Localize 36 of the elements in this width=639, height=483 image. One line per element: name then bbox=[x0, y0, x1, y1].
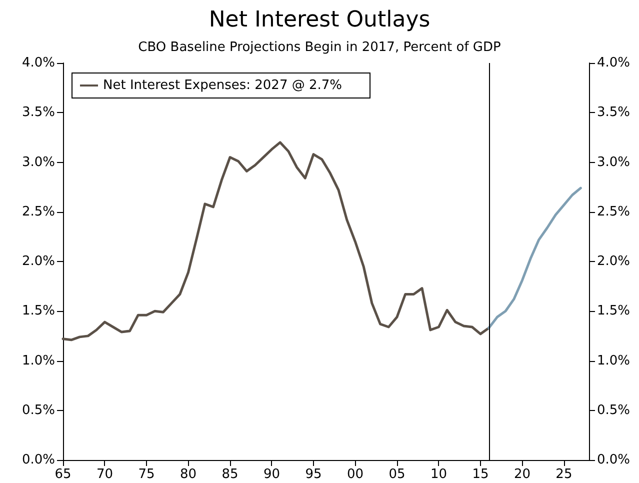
x-tick-label: 25 bbox=[556, 467, 572, 482]
x-tick-label: 20 bbox=[514, 467, 530, 482]
x-tick-label: 80 bbox=[180, 467, 197, 482]
x-tick-label: 85 bbox=[222, 467, 238, 482]
y-tick-label: 0.0% bbox=[22, 452, 55, 468]
y2-tick-label: 0.0% bbox=[597, 452, 630, 468]
x-tick-label: 70 bbox=[96, 467, 114, 482]
chart-title: Net Interest Outlays bbox=[208, 8, 430, 32]
y-tick-label: 2.0% bbox=[22, 254, 55, 269]
y2-tick-label: 1.5% bbox=[597, 304, 630, 319]
x-tick-label: 05 bbox=[388, 467, 406, 482]
y2-tick-label: 3.5% bbox=[597, 105, 630, 120]
x-tick-label: 90 bbox=[263, 467, 280, 482]
y-tick-label: 0.5% bbox=[22, 402, 55, 418]
line-series bbox=[488, 186, 582, 330]
y2-tick-label: 3.0% bbox=[597, 154, 630, 170]
x-tick-label: 95 bbox=[305, 467, 322, 482]
y-tick-label: 3.0% bbox=[22, 154, 55, 170]
y2-tick-label: 2.0% bbox=[597, 254, 630, 269]
x-tick-label: 10 bbox=[430, 467, 447, 482]
y-tick-label: 4.0% bbox=[22, 56, 55, 70]
y2-tick-label: 4.0% bbox=[597, 56, 630, 70]
y-tick-label: 2.5% bbox=[22, 204, 55, 220]
x-tick-label: 65 bbox=[54, 467, 72, 482]
y2-tick-label: 1.0% bbox=[597, 353, 630, 368]
x-tick-label: 15 bbox=[472, 467, 489, 482]
y2-tick-label: 0.5% bbox=[597, 402, 630, 418]
line-series bbox=[62, 141, 490, 342]
x-tick-label: 00 bbox=[346, 467, 364, 482]
y2-tick-label: 2.5% bbox=[597, 204, 630, 220]
y-tick-label: 3.5% bbox=[22, 105, 55, 120]
legend-label: Net Interest Expenses: 2027 @ 2.7% bbox=[103, 78, 342, 93]
y-tick-label: 1.0% bbox=[22, 353, 55, 368]
y-tick-label: 1.5% bbox=[22, 304, 55, 319]
x-tick-label: 75 bbox=[138, 467, 155, 482]
chart-subtitle: CBO Baseline Projections Begin in 2017, Percent of GDP bbox=[138, 40, 502, 55]
